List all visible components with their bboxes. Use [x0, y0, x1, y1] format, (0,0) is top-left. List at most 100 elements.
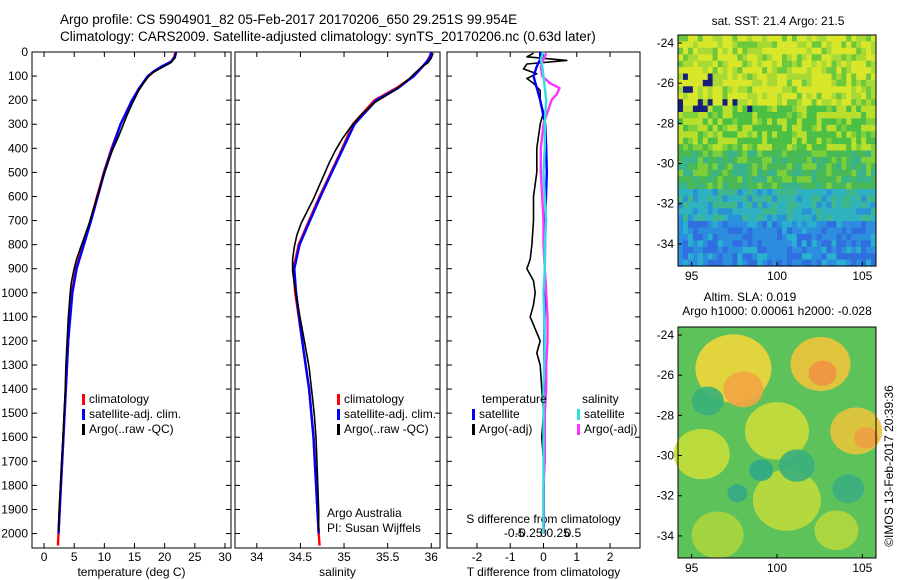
sst-cell: [861, 86, 867, 94]
sst-cell: [732, 240, 738, 248]
sst-cell: [762, 92, 768, 100]
sst-cell: [712, 169, 719, 177]
sst-cell: [806, 112, 813, 119]
temperature-ytick-label: 1000: [1, 286, 28, 300]
sst-cell: [762, 35, 768, 42]
sla-map-title: Altim. SLA: 0.019: [704, 290, 797, 304]
sst-cell: [782, 105, 788, 113]
sst-cell: [687, 86, 694, 94]
sst-cell: [707, 221, 714, 229]
sst-cell: [762, 150, 768, 158]
sst-cell: [846, 131, 852, 139]
sst-cell: [836, 150, 842, 158]
sst-cell: [712, 105, 719, 113]
sst-cell: [678, 169, 684, 177]
sst-cell: [801, 92, 808, 100]
sst-cell: [752, 189, 758, 196]
sst-cell: [836, 214, 842, 222]
sst-cell: [777, 47, 783, 55]
series-argo-raw-qc-: [291, 52, 434, 532]
sst-cell: [777, 227, 783, 235]
sst-cell: [777, 240, 783, 248]
sst-cell: [697, 131, 704, 139]
sst-cell: [796, 60, 803, 68]
sst-cell: [762, 233, 768, 241]
sst-cell: [836, 240, 842, 248]
sst-cell: [772, 240, 778, 248]
sst-cell: [737, 60, 743, 68]
sst-cell: [846, 201, 852, 209]
sst-cell: [782, 41, 788, 49]
sst-cell: [856, 99, 862, 107]
sst-cell: [752, 131, 758, 139]
sst-cell: [747, 246, 753, 254]
sst-cell: [826, 227, 832, 235]
sst-cell: [702, 67, 709, 75]
sst-cell: [816, 73, 823, 81]
sst-cell: [841, 246, 847, 254]
sst-cell: [786, 124, 793, 132]
sst-cell: [742, 156, 748, 164]
sst-cell: [678, 112, 684, 119]
sst-cell: [782, 150, 788, 158]
sst-cell: [687, 227, 694, 235]
sst-cell: [861, 137, 867, 145]
sst-cell: [772, 105, 778, 113]
sst-cell: [762, 259, 768, 267]
sst-cell: [747, 118, 753, 126]
sst-cell: [692, 131, 699, 139]
sst-cell: [687, 189, 694, 196]
sst-cell: [772, 233, 778, 241]
sst-cell: [742, 163, 748, 171]
sst-cell: [786, 41, 793, 49]
sst-cell: [747, 208, 753, 216]
sst-cell: [831, 144, 837, 152]
sst-cell: [777, 214, 783, 222]
sst-cell: [811, 124, 818, 132]
sst-cell: [861, 182, 867, 190]
sst-cell: [791, 105, 798, 113]
sst-cell: [831, 73, 837, 81]
sst-cell: [871, 156, 877, 164]
sst-cell: [831, 156, 837, 164]
sst-cell: [752, 221, 758, 229]
sst-cell: [762, 246, 768, 254]
sst-cell: [811, 41, 818, 49]
sst-cell: [692, 150, 699, 158]
sst-cell: [742, 169, 748, 177]
sst-cell: [697, 124, 704, 132]
sst-cell: [806, 189, 813, 196]
sst-cell: [871, 144, 877, 152]
sst-cell: [683, 47, 689, 55]
sst-cell: [692, 86, 699, 94]
sst-cell: [712, 189, 719, 196]
sst-cell: [717, 240, 724, 248]
sst-cell: [678, 189, 684, 196]
sst-cell: [772, 124, 778, 132]
sst-cell: [856, 214, 862, 222]
sst-cell: [782, 195, 788, 203]
sst-cell: [866, 54, 872, 62]
sst-cell: [816, 240, 823, 248]
sst-cell: [722, 131, 728, 139]
sst-cell: [791, 253, 798, 261]
sst-cell: [697, 47, 704, 55]
sst-cell: [871, 112, 877, 119]
sst-cell: [831, 99, 837, 107]
sst-cell: [772, 131, 778, 139]
sst-cell: [712, 92, 719, 100]
sst-cell: [821, 41, 827, 49]
sst-cell: [717, 214, 724, 222]
sst-cell: [752, 60, 758, 68]
sst-cell: [777, 259, 783, 267]
sst-cell: [836, 195, 842, 203]
sst-cell: [871, 189, 877, 196]
sst-cell: [777, 182, 783, 190]
sst-cell: [816, 60, 823, 68]
sst-cell: [777, 189, 783, 196]
sst-cell: [801, 112, 808, 119]
sst-cell: [782, 189, 788, 196]
sst-cell: [762, 163, 768, 171]
sst-cell: [866, 86, 872, 94]
sst-cell: [742, 86, 748, 94]
